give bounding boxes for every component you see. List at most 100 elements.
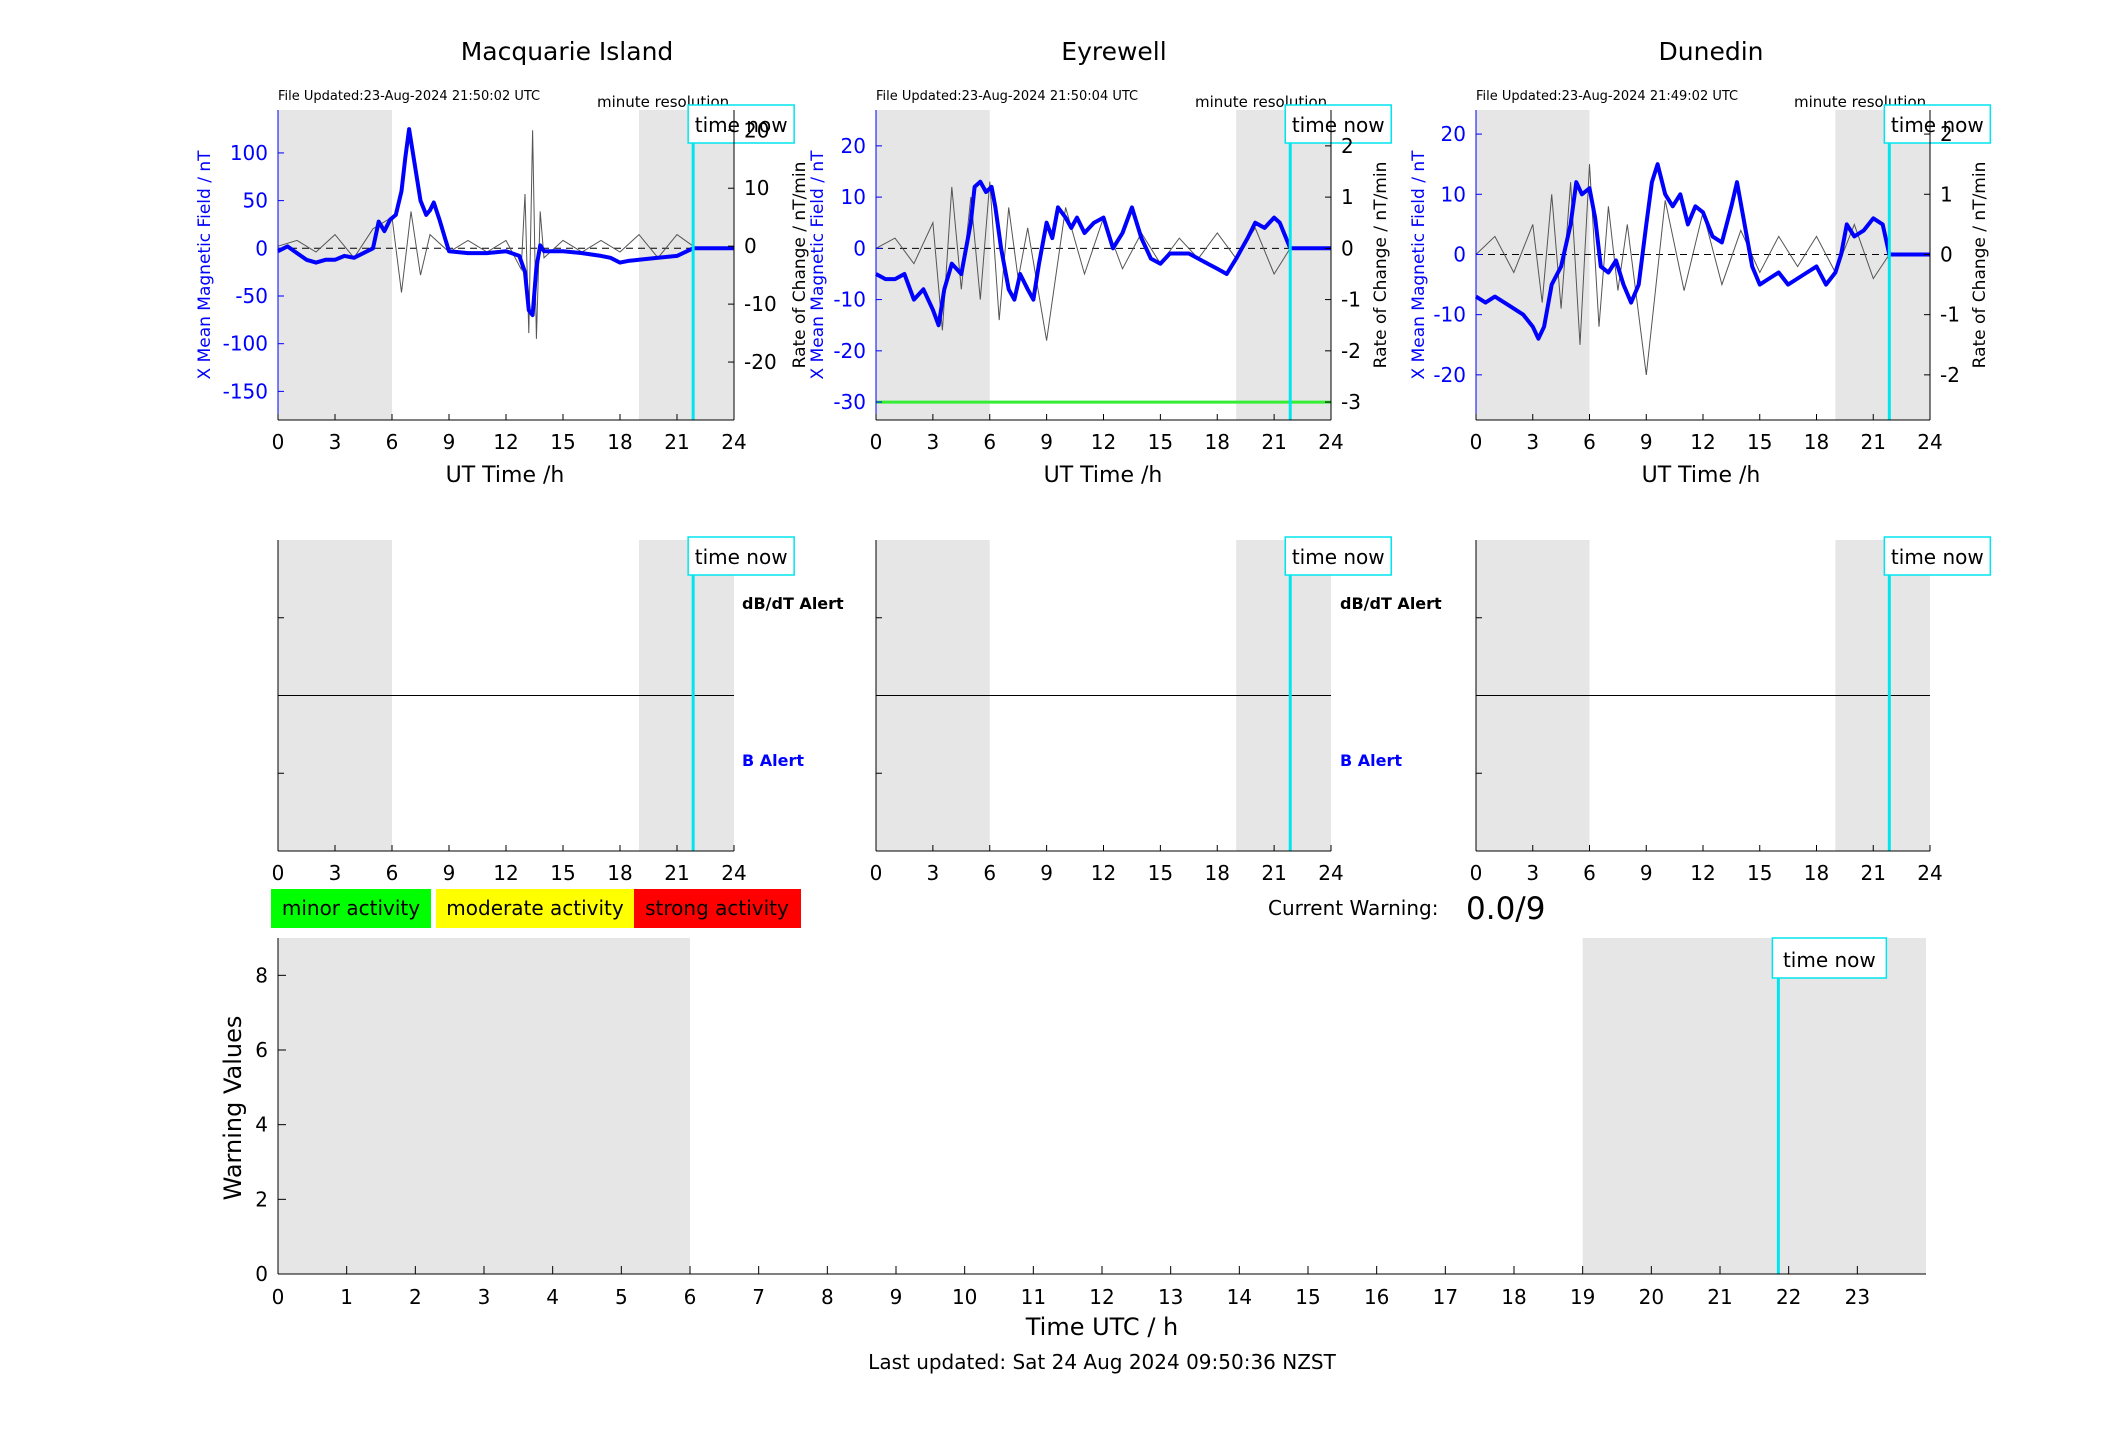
x-tick-label: 3 bbox=[927, 430, 940, 454]
legend-minor-swatch bbox=[271, 889, 431, 928]
legend: minor activity moderate activity strong … bbox=[271, 889, 801, 928]
x-tick-label: 19 bbox=[1570, 1285, 1595, 1309]
x-tick-label: 17 bbox=[1433, 1285, 1458, 1309]
y-tick-label-right: -2 bbox=[1940, 363, 1960, 387]
x-tick-label: 18 bbox=[1804, 430, 1829, 454]
y-tick-label-left: -20 bbox=[833, 339, 866, 363]
file-updated-dunedin: File Updated:23-Aug-2024 21:49:02 UTC bbox=[1476, 89, 1738, 104]
x-tick-label: 12 bbox=[1091, 430, 1116, 454]
dbdt-series-line bbox=[1475, 164, 1890, 375]
x-tick-label: 9 bbox=[443, 861, 456, 885]
y-tick-label: 2 bbox=[255, 1187, 268, 1211]
night-shade-0 bbox=[278, 938, 690, 1274]
time-now-box bbox=[1771, 937, 1888, 979]
x-label-dunedin: UT Time /h bbox=[1642, 463, 1761, 488]
b-field-series-line bbox=[1474, 162, 1930, 341]
x-tick-label: 12 bbox=[493, 861, 518, 885]
y-left-label-dunedin: X Mean Magnetic Field / nT bbox=[1409, 150, 1429, 380]
time-now-box bbox=[1284, 536, 1392, 576]
x-tick-label: 21 bbox=[664, 861, 689, 885]
x-tick-label: 16 bbox=[1364, 1285, 1389, 1309]
y-tick-label: 6 bbox=[255, 1038, 268, 1062]
y-tick-label-right: 2 bbox=[1940, 122, 1953, 146]
x-tick-label: 22 bbox=[1776, 1285, 1801, 1309]
x-label-eyrewell: UT Time /h bbox=[1044, 463, 1163, 488]
y-tick-label-left: 10 bbox=[841, 185, 866, 209]
warning-x-label: Time UTC / h bbox=[1025, 1313, 1179, 1341]
alert-panel-macquarie: time now 0 3 6 9 12 15 18 21 24 bbox=[272, 536, 795, 885]
x-tick-label: 12 bbox=[1690, 430, 1715, 454]
x-tick-label: 21 bbox=[1861, 430, 1886, 454]
x-tick-label: 10 bbox=[952, 1285, 977, 1309]
night-shade-1 bbox=[639, 110, 734, 420]
x-tick-label: 24 bbox=[1917, 861, 1942, 885]
night-shade-0 bbox=[278, 110, 392, 420]
legend-strong-label: strong activity bbox=[645, 896, 789, 920]
b-field-series-line bbox=[277, 127, 734, 318]
y-tick-label-right: -3 bbox=[1341, 390, 1361, 414]
current-warning-label: Current Warning: bbox=[1268, 896, 1438, 920]
x-tick-label: 6 bbox=[386, 861, 399, 885]
x-tick-label: 24 bbox=[1318, 861, 1343, 885]
time-now-box bbox=[687, 536, 795, 576]
x-tick-label: 3 bbox=[1526, 861, 1539, 885]
x-tick-label: 0 bbox=[272, 861, 285, 885]
alert-panel-eyrewell: time now 0 3 6 9 12 15 18 21 24 bbox=[870, 536, 1392, 885]
title-macquarie: Macquarie Island bbox=[461, 37, 674, 66]
b-alert-label-macquarie: B Alert bbox=[742, 751, 804, 770]
x-tick-label: 0 bbox=[1470, 861, 1483, 885]
x-tick-label: 6 bbox=[1583, 861, 1596, 885]
y-tick-label-right: -2 bbox=[1341, 339, 1361, 363]
x-tick-label: 18 bbox=[607, 861, 632, 885]
x-tick-label: 20 bbox=[1639, 1285, 1664, 1309]
y-tick-label-left: -150 bbox=[223, 379, 268, 403]
x-tick-label: 9 bbox=[890, 1285, 903, 1309]
x-tick-label: 2 bbox=[409, 1285, 422, 1309]
y-tick-label-left: -10 bbox=[833, 288, 866, 312]
x-tick-label: 18 bbox=[1501, 1285, 1526, 1309]
time-now-box bbox=[1883, 104, 1992, 144]
x-tick-label: 12 bbox=[1089, 1285, 1114, 1309]
y-tick-label-left: -30 bbox=[833, 390, 866, 414]
x-tick-label: 8 bbox=[821, 1285, 834, 1309]
x-tick-label: 3 bbox=[329, 861, 342, 885]
x-tick-label: 18 bbox=[1804, 861, 1829, 885]
legend-moderate-label: moderate activity bbox=[446, 896, 624, 920]
x-tick-label: 21 bbox=[1261, 430, 1286, 454]
x-tick-label: 18 bbox=[1205, 861, 1230, 885]
x-tick-label: 13 bbox=[1158, 1285, 1183, 1309]
night-shade-1 bbox=[1236, 110, 1331, 420]
night-shade-0 bbox=[876, 110, 990, 420]
x-tick-label: 15 bbox=[1295, 1285, 1320, 1309]
title-eyrewell: Eyrewell bbox=[1061, 37, 1166, 66]
x-tick-label: 1 bbox=[340, 1285, 353, 1309]
warning-y-label: Warning Values bbox=[219, 1016, 247, 1201]
y-tick-label-right: -1 bbox=[1940, 303, 1960, 327]
current-warning-value: 0.0/9 bbox=[1466, 891, 1545, 927]
y-left-label-macquarie: X Mean Magnetic Field / nT bbox=[195, 150, 215, 380]
x-tick-label: 6 bbox=[684, 1285, 697, 1309]
x-tick-label: 12 bbox=[493, 430, 518, 454]
y-tick-label-right: -10 bbox=[744, 292, 777, 316]
y-tick-label-right: 1 bbox=[1940, 182, 1953, 206]
x-tick-label: 3 bbox=[1526, 430, 1539, 454]
title-dunedin: Dunedin bbox=[1659, 37, 1764, 66]
x-tick-label: 0 bbox=[870, 430, 883, 454]
time-now-label: time now bbox=[1783, 948, 1876, 972]
x-tick-label: 9 bbox=[1640, 861, 1653, 885]
alert-panel-dunedin: time now 0 3 6 9 12 15 18 21 24 bbox=[1470, 536, 1992, 885]
y-tick-label-left: -50 bbox=[235, 284, 268, 308]
y-tick-label-left: 20 bbox=[841, 134, 866, 158]
x-tick-label: 12 bbox=[1091, 861, 1116, 885]
y-tick-label-left: 20 bbox=[1441, 122, 1466, 146]
x-tick-label: 0 bbox=[272, 1285, 285, 1309]
legend-strong-swatch bbox=[634, 889, 801, 928]
y-tick-label-right: 20 bbox=[744, 118, 769, 142]
y-tick-label-right: 10 bbox=[744, 176, 769, 200]
y-tick-label-right: -1 bbox=[1341, 288, 1361, 312]
x-label-macquarie: UT Time /h bbox=[446, 463, 565, 488]
x-tick-label: 9 bbox=[1040, 861, 1053, 885]
